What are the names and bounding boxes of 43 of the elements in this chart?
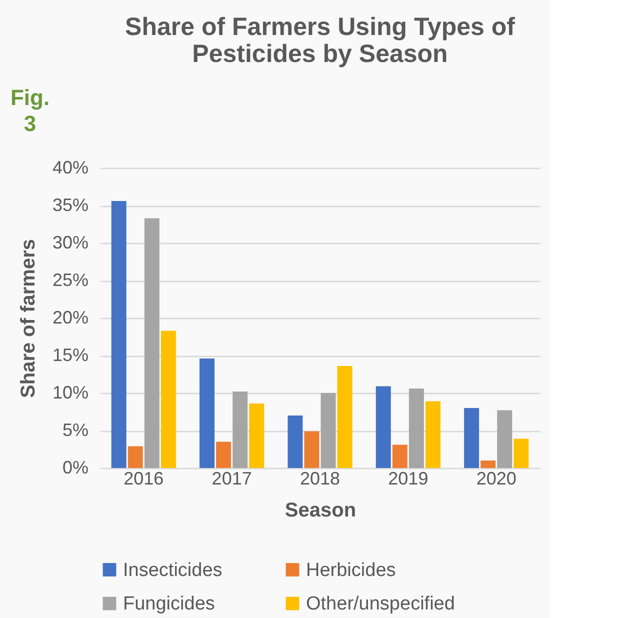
caption: Fig. 3 [10, 85, 50, 136]
bar [304, 431, 320, 468]
bar [249, 404, 264, 468]
bar [128, 446, 143, 468]
bar [497, 410, 512, 468]
y-tick-label: 40% [52, 158, 88, 178]
bar [408, 388, 424, 468]
y-tick-label: 35% [52, 195, 88, 215]
legend-label: Herbicides [306, 560, 396, 581]
bar [514, 438, 529, 468]
y-tick-label: 30% [52, 232, 88, 252]
bar [392, 444, 408, 468]
x-tick-label: 2020 [476, 468, 516, 488]
legend-label: Fungicides [123, 594, 215, 614]
bar [200, 358, 215, 468]
bar [144, 218, 160, 468]
y-tick-label: 5% [62, 420, 88, 440]
x-tick-label: 2017 [212, 468, 252, 488]
bar [111, 201, 126, 468]
legend-label: Insecticides [123, 560, 222, 581]
y-axis-title: Share of farmers [17, 239, 40, 398]
y-tick-label: 0% [62, 458, 88, 478]
legend-label: Other/unspecified [306, 594, 455, 614]
x-tick-label: 2019 [388, 468, 428, 488]
text: Pesticides by Season [192, 40, 448, 68]
bar [337, 366, 352, 468]
x-tick-label: 2016 [124, 468, 164, 488]
bar [160, 330, 176, 468]
bar [320, 393, 336, 468]
text: Share of Farmers Using Types of [125, 13, 515, 41]
y-tick-label: 25% [52, 270, 88, 290]
bar [216, 442, 232, 468]
bar [288, 416, 303, 468]
bar [480, 460, 496, 468]
x-tick-label: 2018 [300, 468, 340, 488]
bar [376, 386, 391, 468]
y-tick-label: 15% [52, 345, 88, 365]
x-axis-title: Season [284, 500, 356, 522]
bar [464, 408, 480, 468]
bar [425, 401, 440, 468]
y-tick-label: 20% [52, 308, 88, 328]
y-tick-label: 10% [52, 382, 88, 402]
bar [232, 392, 248, 468]
